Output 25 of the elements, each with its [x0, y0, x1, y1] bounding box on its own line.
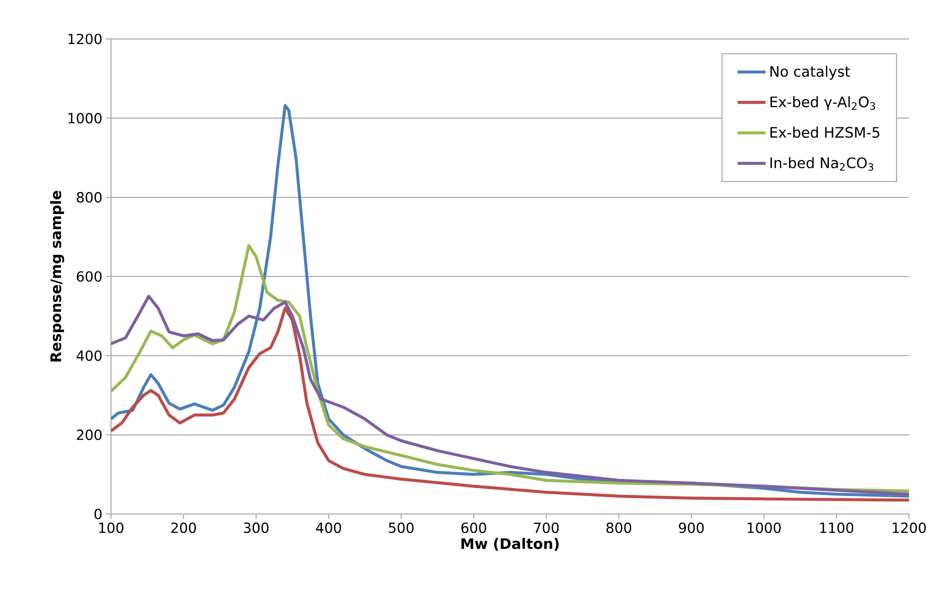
x-tick-label: 700: [534, 522, 559, 534]
x-tick-label: 100: [99, 522, 124, 534]
x-tick-label: 1200: [892, 522, 926, 534]
x-tick-label: 600: [461, 522, 486, 534]
y-tick-label: 200: [76, 430, 102, 440]
y-tick-label: 400: [76, 350, 102, 361]
y-tick-label: 800: [76, 192, 102, 203]
y-tick-label: 0: [94, 508, 102, 520]
x-axis-title: Mw (Dalton): [461, 538, 559, 551]
x-tick-label: 500: [388, 522, 414, 534]
legend-label: In-bed Na$_{2}$CO$_{3}$: [770, 157, 874, 171]
x-tick-label: 200: [171, 522, 196, 534]
x-tick-label: 1100: [820, 522, 854, 534]
x-tick-label: 300: [244, 522, 268, 534]
y-tick-label: 1200: [68, 34, 102, 44]
y-tick-label: 1000: [68, 112, 102, 124]
x-tick-label: 1000: [748, 522, 781, 534]
y-axis-title: Response/mg sample: [50, 190, 64, 362]
legend-label: Ex-bed γ-Al$_{2}$O$_{3}$: [770, 96, 876, 110]
x-tick-label: 400: [316, 522, 342, 534]
x-tick-label: 900: [678, 522, 704, 534]
legend-label: No catalyst: [770, 66, 850, 80]
legend-label: Ex-bed HZSM-5: [770, 126, 880, 138]
x-tick-label: 800: [606, 522, 632, 534]
y-tick-label: 600: [76, 271, 102, 282]
